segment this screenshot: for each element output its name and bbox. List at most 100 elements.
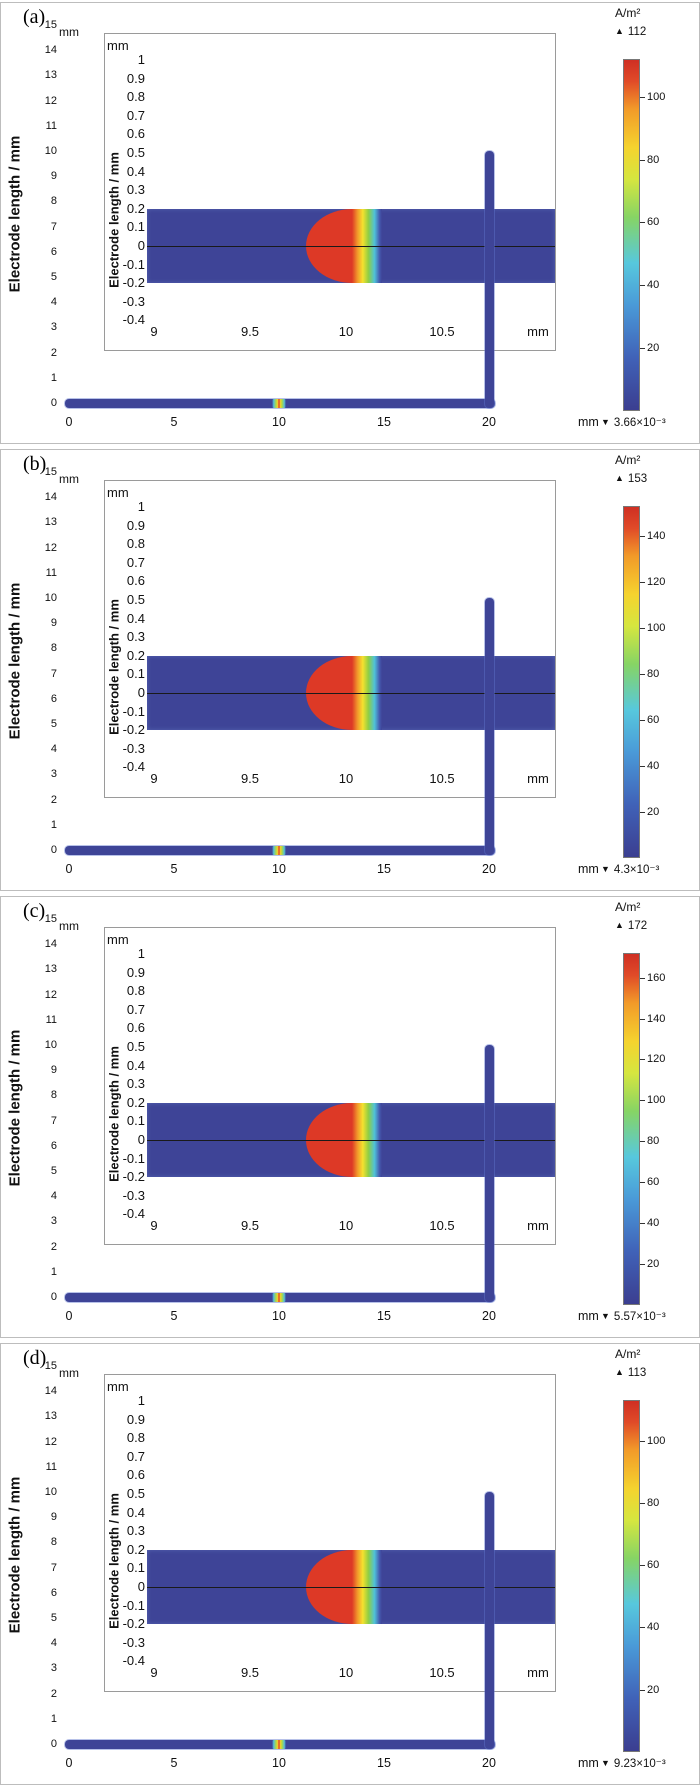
inset-y-tick-label: 1: [137, 499, 145, 514]
main-y-axis-title: Electrode length / mm: [6, 1476, 24, 1634]
inset-y-tick-label: 0.2: [126, 647, 145, 663]
inset-y-tick-label: -0.3: [122, 293, 145, 309]
main-x-tick-label: 20: [482, 415, 496, 429]
triangle-up-icon: ▲: [615, 26, 624, 36]
colorbar-tick-mark: [640, 1565, 645, 1567]
electrode-center-line: [147, 1140, 555, 1141]
inset-x-tick-label: 9: [150, 1218, 158, 1233]
main-x-tick-label: 10: [272, 1756, 286, 1770]
inset-y-tick-label: 0: [137, 1579, 145, 1594]
colorbar-tick-mark: [640, 1627, 645, 1629]
inset-y-tick-label: -0.2: [122, 1616, 145, 1632]
inset-plot: mm Electrode length / mm 1 0.9 0.8 0.7 0.6 0.…: [104, 33, 556, 351]
inset-y-tick-label: 0.8: [126, 1430, 145, 1446]
inset-x-tick-label: 9.5: [240, 1218, 260, 1233]
colorbar-max-value: 172: [627, 920, 648, 932]
main-y-tick-label: 8: [50, 195, 57, 208]
main-x-tick-label: 0: [65, 415, 73, 429]
inset-x-tick-label: 9.5: [240, 771, 260, 786]
colorbar-tick-mark: [640, 977, 645, 979]
colorbar-max: ▲ 113: [615, 1367, 646, 1379]
colorbar-tick-mark: [640, 1264, 645, 1266]
inset-y-tick-label: 0: [137, 1132, 145, 1147]
main-y-tick-label: 0: [50, 397, 57, 409]
main-y-tick-label: 8: [50, 1536, 57, 1549]
main-y-tick-label: 8: [50, 1089, 57, 1102]
colorbar-tick-label: 40: [647, 279, 660, 292]
triangle-down-icon: ▼: [601, 864, 610, 874]
colorbar-tick-label: 80: [647, 153, 660, 166]
triangle-up-icon: ▲: [615, 1367, 624, 1377]
triangle-up-icon: ▲: [615, 920, 624, 930]
main-y-tick-label: 7: [50, 220, 57, 233]
main-y-tick-label: 13: [44, 516, 57, 529]
main-y-tick-label: 5: [50, 271, 57, 283]
main-y-tick-label: 6: [50, 1139, 57, 1152]
main-x-axis-unit: mm: [578, 1309, 599, 1323]
colorbar-gradient-bar: [623, 1400, 640, 1752]
inset-y-tick-label: -0.2: [122, 275, 145, 291]
main-y-tick-label: 12: [44, 94, 57, 107]
main-x-tick-label: 10: [272, 415, 286, 429]
colorbar-tick-mark: [640, 1100, 645, 1102]
inset-x-tick-label: 9.5: [240, 324, 260, 339]
main-y-tick-label: 10: [44, 145, 57, 157]
inset-y-tick-label: 0.8: [126, 89, 145, 105]
inset-y-tick-label: 0.9: [126, 964, 145, 980]
inset-y-tick-label: 0.3: [126, 182, 145, 198]
electrode-vertical-bar: [485, 151, 494, 408]
main-y-tick-label: 0: [50, 1291, 57, 1303]
colorbar-tick-mark: [640, 1018, 645, 1020]
main-y-tick-label: 4: [50, 743, 57, 756]
colorbar-tick-label: 40: [647, 760, 660, 772]
inset-x-tick-label: 9.5: [240, 1665, 260, 1680]
triangle-down-icon: ▼: [601, 1311, 610, 1321]
main-y-axis-title: Electrode length / mm: [6, 1029, 24, 1187]
panel-label: (c): [23, 900, 46, 922]
inset-y-tick-label: 0.7: [126, 554, 145, 570]
colorbar-tick-label: 100: [647, 1434, 666, 1447]
colorbar-tick-label: 160: [647, 971, 666, 984]
colorbar-max-value: 113: [627, 1367, 647, 1379]
electrode-vertical-bar: [485, 1492, 494, 1749]
inset-x-tick-label: 9: [150, 324, 158, 339]
inset-y-tick-label: 0.6: [126, 573, 145, 589]
colorbar-tick-label: 100: [647, 621, 666, 634]
main-x-tick-label: 0: [65, 1309, 73, 1323]
colorbar-tick-mark: [640, 159, 645, 161]
colorbar-tick-mark: [640, 812, 645, 813]
electrode-vertical-bar: [485, 1045, 494, 1302]
colorbar-tick-label: 120: [647, 575, 666, 588]
inset-y-tick-label: 0.1: [126, 219, 145, 235]
main-x-axis-unit: mm: [578, 415, 599, 429]
inset-y-axis-unit: mm: [107, 1379, 129, 1394]
colorbar-min-value: 3.66×10⁻³: [613, 417, 666, 429]
inset-y-tick-label: 0.5: [126, 592, 145, 607]
main-x-tick-label: 15: [377, 1309, 391, 1323]
main-x-tick-label: 5: [170, 415, 178, 429]
main-x-tick-label: 5: [170, 862, 178, 876]
colorbar-tick-mark: [640, 222, 645, 224]
colorbar-tick-mark: [640, 1059, 645, 1061]
main-y-tick-label: 14: [44, 44, 57, 57]
main-y-tick-label: 2: [50, 1240, 57, 1253]
main-y-tick-label: 2: [50, 1687, 57, 1700]
electrode-hotspot: [272, 399, 286, 408]
main-x-axis-unit: mm: [578, 862, 599, 876]
main-y-tick-label: 6: [50, 1586, 57, 1599]
inset-x-tick-label: 10.5: [429, 324, 455, 339]
colorbar-min: ▼ 4.3×10⁻³: [601, 862, 659, 876]
inset-y-tick-label: 0.3: [126, 1523, 145, 1539]
main-y-tick-label: 15: [44, 913, 57, 925]
electrode-vertical-bar: [485, 598, 494, 855]
main-y-tick-label: 13: [44, 963, 57, 976]
main-y-tick-label: 14: [44, 938, 57, 951]
colorbar-tick-label: 120: [647, 1053, 666, 1066]
main-y-tick-label: 15: [44, 466, 57, 478]
colorbar-tick-mark: [640, 1223, 645, 1225]
main-y-axis-title: Electrode length / mm: [6, 582, 24, 740]
main-y-axis-title: Electrode length / mm: [6, 135, 24, 293]
colorbar-tick-label: 40: [647, 1621, 660, 1634]
colorbar-max: ▲ 153: [615, 473, 647, 485]
